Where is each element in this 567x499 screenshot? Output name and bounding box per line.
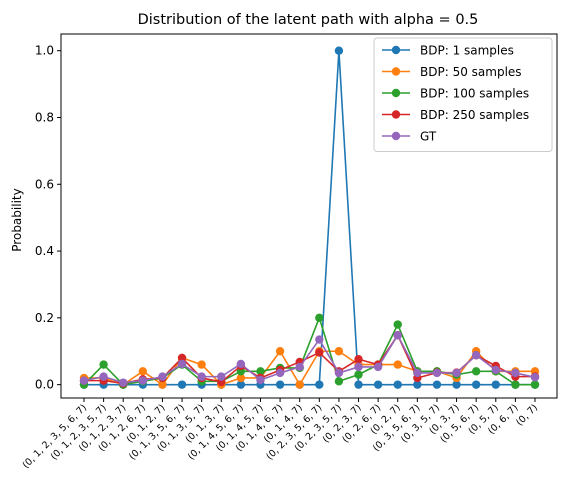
series-2-point [158, 380, 167, 389]
legend-box [373, 37, 553, 152]
legend-label-4: BDP: 250 samples [420, 108, 529, 122]
legend-label-5: GT [420, 130, 437, 144]
series-3-point [511, 380, 520, 389]
series-2-point [197, 360, 206, 369]
plot-frame [60, 33, 558, 399]
series-1-point [373, 380, 383, 389]
series-1-point [354, 380, 363, 389]
series-2-point [295, 380, 304, 389]
series-1-point [413, 380, 422, 389]
chart-title: Distribution of the latent path with alp… [138, 12, 479, 28]
series-5-point [354, 362, 363, 372]
series-1-point [334, 46, 344, 55]
series-5-point [177, 359, 187, 369]
y-tick-label: 0.2 [35, 311, 54, 325]
series-5-point [471, 351, 481, 360]
series-4-point [354, 355, 363, 364]
legend-marker-4 [391, 110, 401, 119]
series-2-point [275, 347, 285, 356]
series-2-point [393, 360, 402, 369]
series-5-point [373, 362, 383, 372]
series-3-point [471, 367, 481, 376]
series-4-point [177, 353, 187, 363]
series-1-point [491, 380, 500, 389]
series-3-point [99, 360, 108, 369]
series-5-point [295, 362, 304, 372]
series-3-point [354, 370, 363, 379]
series-3-point [315, 313, 324, 323]
legend-marker-1 [391, 45, 401, 55]
y-tick-label: 0.0 [35, 378, 54, 392]
legend-label-1: BDP: 1 samples [420, 44, 514, 58]
series-3-point [530, 380, 540, 389]
series-5-point [197, 372, 206, 381]
legend-marker-5 [391, 131, 401, 141]
series-5-point [452, 368, 461, 378]
series-1-point [471, 380, 481, 389]
series-1-point [452, 380, 461, 389]
series-5-point [79, 376, 89, 385]
y-tick-label: 0.6 [35, 177, 54, 191]
series-5-point [256, 375, 265, 385]
legend-marker-2 [391, 67, 401, 76]
series-5-point [99, 372, 108, 381]
series-1-point [315, 380, 324, 389]
series-5-point [393, 331, 402, 340]
series-5-point [275, 368, 285, 378]
legend-label-3: BDP: 100 samples [420, 87, 529, 101]
series-2-point [138, 367, 148, 376]
series-5-point [138, 376, 148, 385]
legend-marker-3 [391, 88, 401, 98]
y-tick-label: 0.8 [35, 110, 54, 124]
y-tick-label: 0.4 [35, 244, 54, 258]
series-1-point [275, 380, 285, 389]
legend-label-2: BDP: 50 samples [420, 65, 522, 79]
series-5-point [236, 359, 246, 369]
series-5-point [530, 373, 540, 382]
series-2-point [236, 373, 246, 383]
series-2-point [334, 347, 344, 356]
series-5-point [334, 368, 344, 378]
series-4-point [315, 348, 324, 357]
series-3-point [334, 377, 344, 386]
series-5-point [217, 372, 226, 381]
series-3-point [393, 320, 402, 329]
series-1-point [432, 380, 442, 389]
series-5-point [413, 368, 422, 378]
series-5-point [158, 372, 167, 381]
series-5-point [432, 368, 442, 378]
series-1-point [393, 380, 402, 389]
series-1-point [236, 380, 246, 389]
series-5-point [491, 365, 500, 375]
series-5-point [511, 368, 520, 378]
y-axis-label: Probability [10, 188, 24, 251]
series-1-point [177, 380, 187, 389]
series-3-point [256, 367, 265, 376]
series-5-point [119, 378, 128, 387]
y-tick-label: 1.0 [35, 44, 54, 58]
series-5-point [315, 335, 324, 344]
